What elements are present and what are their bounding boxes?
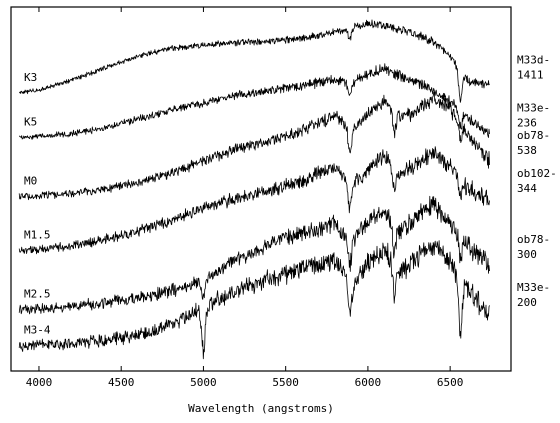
plot-frame [10,6,512,372]
spectral-type-label: K5 [24,115,37,128]
comparison-label: ob78-538 [517,129,550,157]
spectral-type-labels: K3 K5 M0 M1.5 M2.5 M3-4 [24,71,51,337]
x-tick-label: 5000 [190,376,217,389]
x-tick-label: 5500 [272,376,299,389]
comparison-label: M33e-236 [517,101,550,129]
x-tick-label: 6000 [355,376,382,389]
spectrum-line [18,91,490,201]
comparison-label: M33e-200 [517,281,550,309]
spectral-type-label: M3-4 [24,324,51,337]
x-tick-label: 4500 [108,376,135,389]
spectral-type-label: K3 [24,71,37,84]
x-tick-label: 6500 [437,376,464,389]
x-tick-label: 4000 [26,376,53,389]
spectrum-line [18,146,490,255]
spectrum-line [18,19,490,103]
spectrum-line [18,195,490,315]
plot-layer [18,19,490,360]
x-axis-label: Wavelength (angstroms) [188,402,334,415]
x-axis: 4000 4500 5000 5500 6000 6500 [26,7,464,389]
comparison-label: ob78-300 [517,233,550,261]
spectrum-line [18,63,490,140]
spectral-type-label: M0 [24,175,37,188]
comparison-label: ob102-344 [517,167,557,195]
comparison-label: M33d-1411 [517,53,550,81]
spectral-type-label: M2.5 [24,287,51,300]
spectral-type-label: M1.5 [24,229,51,242]
spectrum-line [18,240,490,360]
